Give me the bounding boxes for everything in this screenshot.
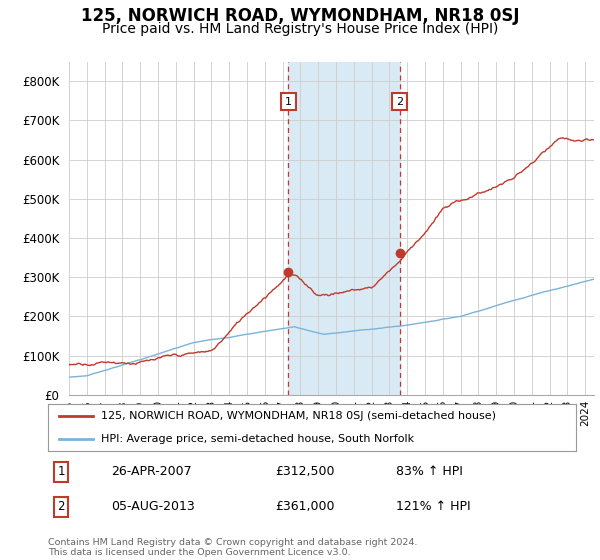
Text: £312,500: £312,500 [275, 465, 335, 478]
Text: 2: 2 [396, 96, 403, 106]
Text: 1: 1 [285, 96, 292, 106]
Text: Price paid vs. HM Land Registry's House Price Index (HPI): Price paid vs. HM Land Registry's House … [102, 22, 498, 36]
Text: £361,000: £361,000 [275, 500, 335, 514]
Text: 26-APR-2007: 26-APR-2007 [112, 465, 192, 478]
Text: 83% ↑ HPI: 83% ↑ HPI [397, 465, 463, 478]
Text: Contains HM Land Registry data © Crown copyright and database right 2024.
This d: Contains HM Land Registry data © Crown c… [48, 538, 418, 557]
Text: HPI: Average price, semi-detached house, South Norfolk: HPI: Average price, semi-detached house,… [101, 434, 414, 444]
Text: 121% ↑ HPI: 121% ↑ HPI [397, 500, 471, 514]
Bar [288, 62, 400, 395]
Text: 125, NORWICH ROAD, WYMONDHAM, NR18 0SJ: 125, NORWICH ROAD, WYMONDHAM, NR18 0SJ [81, 7, 519, 25]
Text: 1: 1 [58, 465, 65, 478]
Text: 05-AUG-2013: 05-AUG-2013 [112, 500, 195, 514]
Text: 125, NORWICH ROAD, WYMONDHAM, NR18 0SJ (semi-detached house): 125, NORWICH ROAD, WYMONDHAM, NR18 0SJ (… [101, 411, 496, 421]
Text: 2: 2 [58, 500, 65, 514]
